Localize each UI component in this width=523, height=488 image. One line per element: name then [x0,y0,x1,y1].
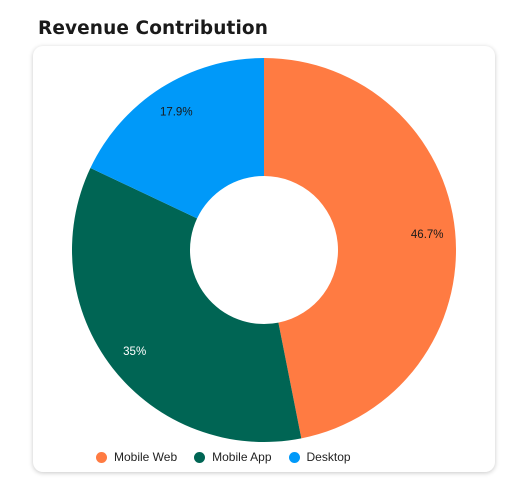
chart-card: 46.7% 35% 17.9% Mobile Web Mobile App Deskto… [33,46,495,472]
donut-chart: 46.7% 35% 17.9% [71,58,457,442]
legend-swatch-mobile-web [96,451,107,463]
slice-mobile-app[interactable] [71,167,302,442]
legend-item-desktop[interactable]: Desktop [288,450,351,464]
legend-item-mobile-app[interactable]: Mobile App [194,450,272,464]
legend-item-mobile-web[interactable]: Mobile Web [96,450,177,464]
chart-title: Revenue Contribution [38,18,268,39]
slice-label-mobile-web: 46.7% [411,229,444,241]
slice-mobile-web[interactable] [264,58,457,439]
slice-label-desktop: 17.9% [160,106,193,118]
legend-swatch-mobile-app [194,451,206,463]
legend-label-mobile-app: Mobile App [212,450,272,464]
chart-legend: Mobile Web Mobile App Desktop [96,450,368,464]
legend-swatch-desktop [288,451,300,463]
slice-desktop[interactable] [90,58,264,219]
slice-label-mobile-app: 35% [123,346,146,358]
legend-label-desktop: Desktop [306,450,351,464]
legend-label-mobile-web: Mobile Web [114,450,178,464]
